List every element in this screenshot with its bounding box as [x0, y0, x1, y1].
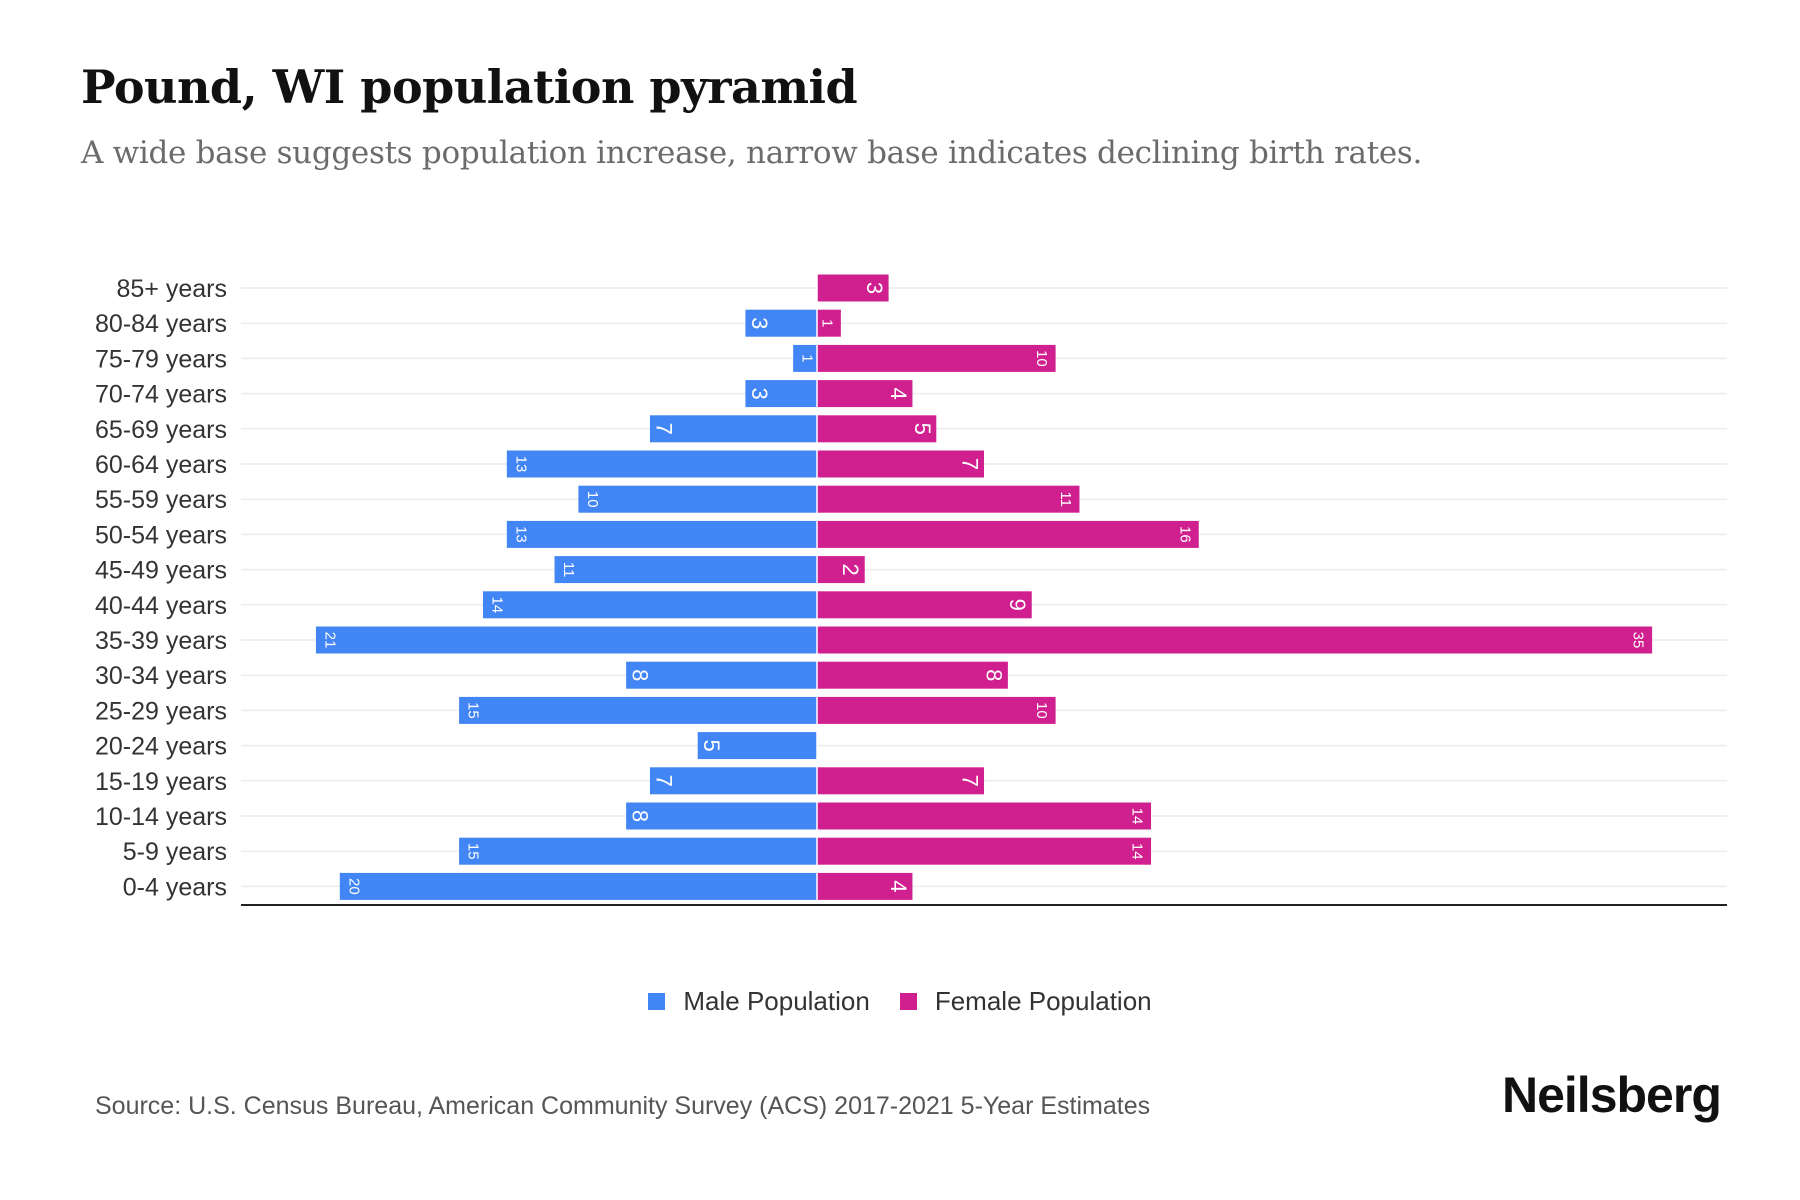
chart-subtitle: A wide base suggests population increase… [81, 135, 1423, 171]
data-label: 13 [512, 526, 529, 543]
bar-male [554, 556, 817, 584]
bar-female [817, 344, 1056, 372]
bar-female [817, 872, 913, 900]
y-tick-label: 65-69 years [95, 416, 227, 444]
y-tick-label: 85+ years [117, 275, 228, 303]
data-label: 5 [699, 739, 724, 751]
legend-label-male: Male Population [683, 986, 870, 1016]
bar-male [459, 837, 817, 865]
data-label: 14 [1129, 843, 1146, 860]
bar-male [578, 485, 817, 513]
data-label: 14 [488, 596, 505, 613]
y-tick-label: 60-64 years [95, 451, 227, 479]
y-tick-label: 45-49 years [95, 557, 227, 585]
bar-female [817, 767, 985, 795]
data-label: 13 [512, 456, 529, 473]
data-label: 8 [628, 810, 653, 822]
legend-swatch-female [899, 993, 917, 1010]
data-label: 4 [886, 387, 911, 399]
neilsberg-logo: Neilsberg [1502, 1067, 1722, 1123]
data-label: 7 [958, 458, 983, 470]
data-label: 10 [1033, 702, 1050, 719]
bar-female [817, 661, 1008, 689]
data-label: 3 [747, 387, 772, 399]
population-pyramid-chart: 85+ years 380-84 years 3 175-79 years 1 1070-… [95, 274, 1727, 906]
data-label: 15 [465, 702, 482, 719]
bar-male [506, 520, 817, 548]
y-tick-label: 50-54 years [95, 521, 227, 549]
chart-title: Pound, WI population pyramid [81, 60, 858, 114]
y-tick-label: 15-19 years [95, 768, 227, 796]
bar-female [817, 309, 841, 337]
bar-female [817, 274, 889, 302]
data-label: 3 [747, 317, 772, 329]
data-label: 9 [1005, 599, 1030, 611]
bar-male [649, 767, 817, 795]
legend-item-female: Female Population [899, 986, 1152, 1017]
bar-male [626, 802, 817, 830]
data-label: 20 [345, 878, 362, 895]
data-label: 16 [1176, 526, 1193, 543]
y-tick-label: 35-39 years [95, 627, 227, 655]
bar-male [697, 732, 817, 760]
data-label: 1 [799, 354, 816, 362]
bar-female [817, 696, 1056, 724]
data-label: 11 [560, 562, 577, 578]
source-note: Source: U.S. Census Bureau, American Com… [95, 1092, 1151, 1120]
bar-male [649, 415, 817, 443]
data-label: 4 [886, 880, 911, 892]
bar-male [626, 661, 817, 689]
y-tick-label: 30-34 years [95, 662, 227, 690]
data-label: 3 [862, 282, 887, 294]
data-label: 5 [910, 423, 935, 435]
y-tick-label: 80-84 years [95, 310, 227, 338]
data-label: 35 [1630, 632, 1647, 649]
data-label: 15 [465, 843, 482, 860]
legend: Male Population Female Population [0, 986, 1800, 1017]
data-label: 7 [958, 775, 983, 787]
bar-female [817, 520, 1199, 548]
y-tick-label: 55-59 years [95, 486, 227, 514]
data-label: 10 [584, 491, 601, 508]
legend-item-male: Male Population [648, 986, 870, 1017]
y-tick-label: 40-44 years [95, 592, 227, 620]
bar-male [745, 380, 817, 408]
data-label: 14 [1129, 808, 1146, 825]
y-tick-label: 75-79 years [95, 345, 227, 373]
y-tick-label: 5-9 years [123, 838, 227, 866]
y-tick-label: 10-14 years [95, 803, 227, 831]
y-tick-label: 25-29 years [95, 697, 227, 725]
data-label: 11 [1057, 491, 1074, 507]
bar-male [482, 591, 817, 619]
bar-female [817, 591, 1032, 619]
data-label: 2 [838, 563, 863, 575]
bar-male [315, 626, 817, 654]
bar-male [793, 344, 817, 372]
data-label: 7 [651, 423, 676, 435]
bar-female [817, 802, 1152, 830]
bar-female [817, 556, 865, 584]
bar-female [817, 415, 937, 443]
bar-female [817, 837, 1152, 865]
data-label: 1 [818, 319, 835, 327]
bar-female [817, 626, 1653, 654]
data-label: 8 [981, 669, 1006, 681]
bar-male [339, 872, 817, 900]
legend-swatch-male [648, 993, 666, 1010]
bar-female [817, 380, 913, 408]
bar-male [745, 309, 817, 337]
data-label: 8 [628, 669, 653, 681]
bar-male [506, 450, 817, 478]
data-label: 7 [651, 775, 676, 787]
y-tick-label: 70-74 years [95, 381, 227, 409]
bar-female [817, 485, 1080, 513]
bar-female [817, 450, 985, 478]
y-tick-label: 20-24 years [95, 733, 227, 761]
data-label: 10 [1033, 350, 1050, 367]
bar-male [459, 696, 817, 724]
y-tick-label: 0-4 years [123, 873, 227, 901]
legend-label-female: Female Population [934, 986, 1152, 1016]
data-label: 21 [321, 632, 338, 649]
